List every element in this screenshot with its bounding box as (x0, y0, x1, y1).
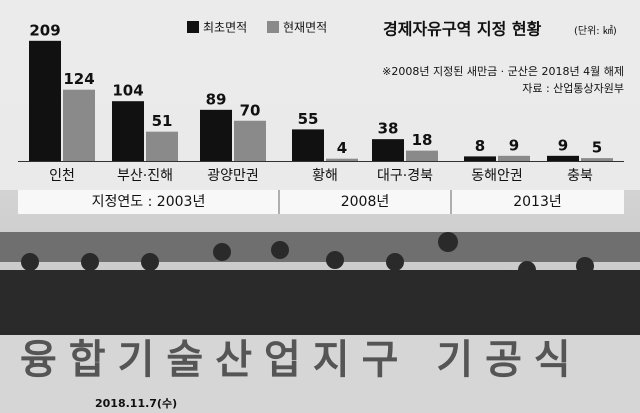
photo-hills (0, 232, 640, 262)
bar (63, 89, 95, 161)
legend-swatch (187, 21, 199, 33)
value-label: 4 (337, 139, 347, 157)
value-label: 209 (29, 21, 60, 39)
value-label: 124 (63, 70, 94, 88)
bar (29, 40, 61, 162)
legend-label: 현재면적 (283, 21, 327, 35)
bar (547, 155, 579, 161)
year-band (18, 190, 624, 214)
group-label: 지정연도 : 2003년 (92, 194, 206, 210)
group-label: 2013년 (513, 194, 562, 210)
category-label: 황해 (312, 168, 338, 184)
value-label: 5 (592, 139, 602, 157)
bar (498, 155, 530, 161)
category-label: 동해안권 (471, 168, 523, 184)
bar (200, 109, 232, 161)
category-label: 충북 (567, 168, 593, 184)
bar (234, 120, 266, 161)
value-label: 18 (412, 131, 433, 149)
bar (581, 158, 613, 161)
legend-label: 최초면적 (203, 21, 247, 35)
bar (372, 139, 404, 161)
legend-swatch (267, 21, 279, 33)
value-label: 8 (475, 137, 485, 155)
value-label: 89 (206, 90, 227, 108)
category-label: 광양만권 (207, 168, 259, 184)
bar (146, 131, 178, 161)
bar (406, 150, 438, 161)
category-label: 부산·진해 (117, 168, 173, 184)
value-label: 55 (298, 110, 319, 128)
chart-title: 경제자유구역 지정 현황 (383, 20, 542, 39)
bar (326, 158, 358, 161)
value-label: 104 (112, 82, 143, 100)
note: ※2008년 지정된 새만금 · 군산은 2018년 4월 해제 (382, 64, 624, 78)
banner-text: 융합기술산업지구 기공식 (20, 337, 583, 383)
unit: (단위: ㎢) (574, 24, 617, 37)
value-label: 9 (509, 136, 519, 154)
photo-date: 2018.11.7(수) (95, 397, 177, 410)
group-label: 2008년 (341, 194, 390, 210)
category-label: 인천 (49, 168, 75, 184)
bar (464, 156, 496, 161)
value-label: 9 (558, 136, 568, 154)
banner (0, 335, 640, 413)
photo-people (0, 232, 640, 335)
value-label: 38 (378, 120, 399, 138)
bar (112, 101, 144, 161)
category-label: 대구·경북 (377, 168, 433, 184)
value-label: 51 (152, 112, 173, 130)
bar (292, 129, 324, 161)
source: 자료 : 산업통상자원부 (522, 82, 624, 95)
value-label: 70 (240, 101, 261, 119)
